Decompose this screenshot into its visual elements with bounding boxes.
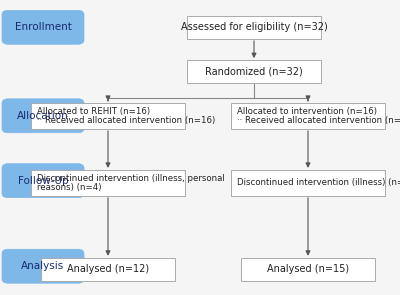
FancyBboxPatch shape xyxy=(2,10,84,44)
Text: Discontinued intervention (illness) (n=1): Discontinued intervention (illness) (n=1… xyxy=(237,178,400,187)
Text: Allocation: Allocation xyxy=(17,111,69,121)
Text: Assessed for eligibility (n=32): Assessed for eligibility (n=32) xyxy=(181,22,327,32)
Text: Analysed (n=12): Analysed (n=12) xyxy=(67,264,149,274)
Text: reasons) (n=4): reasons) (n=4) xyxy=(37,183,101,192)
FancyBboxPatch shape xyxy=(241,258,375,281)
FancyBboxPatch shape xyxy=(2,164,84,198)
Text: ·· Received allocated intervention (n=16): ·· Received allocated intervention (n=16… xyxy=(237,116,400,125)
FancyBboxPatch shape xyxy=(2,99,84,133)
FancyBboxPatch shape xyxy=(187,16,321,39)
Text: Enrollment: Enrollment xyxy=(14,22,72,32)
FancyBboxPatch shape xyxy=(231,103,385,129)
FancyBboxPatch shape xyxy=(2,249,84,283)
Text: ·· Received allocated intervention (n=16): ·· Received allocated intervention (n=16… xyxy=(37,116,215,125)
Text: Follow-Up: Follow-Up xyxy=(18,176,68,186)
FancyBboxPatch shape xyxy=(41,258,175,281)
FancyBboxPatch shape xyxy=(187,60,321,83)
Text: Randomized (n=32): Randomized (n=32) xyxy=(205,67,303,77)
Text: Allocated to intervention (n=16): Allocated to intervention (n=16) xyxy=(237,107,377,116)
FancyBboxPatch shape xyxy=(231,170,385,196)
Text: Analysis: Analysis xyxy=(21,261,65,271)
Text: Allocated to REHIT (n=16): Allocated to REHIT (n=16) xyxy=(37,107,150,116)
FancyBboxPatch shape xyxy=(31,170,185,196)
Text: Analysed (n=15): Analysed (n=15) xyxy=(267,264,349,274)
Text: Discontinued intervention (illness, personal: Discontinued intervention (illness, pers… xyxy=(37,174,224,183)
FancyBboxPatch shape xyxy=(31,103,185,129)
